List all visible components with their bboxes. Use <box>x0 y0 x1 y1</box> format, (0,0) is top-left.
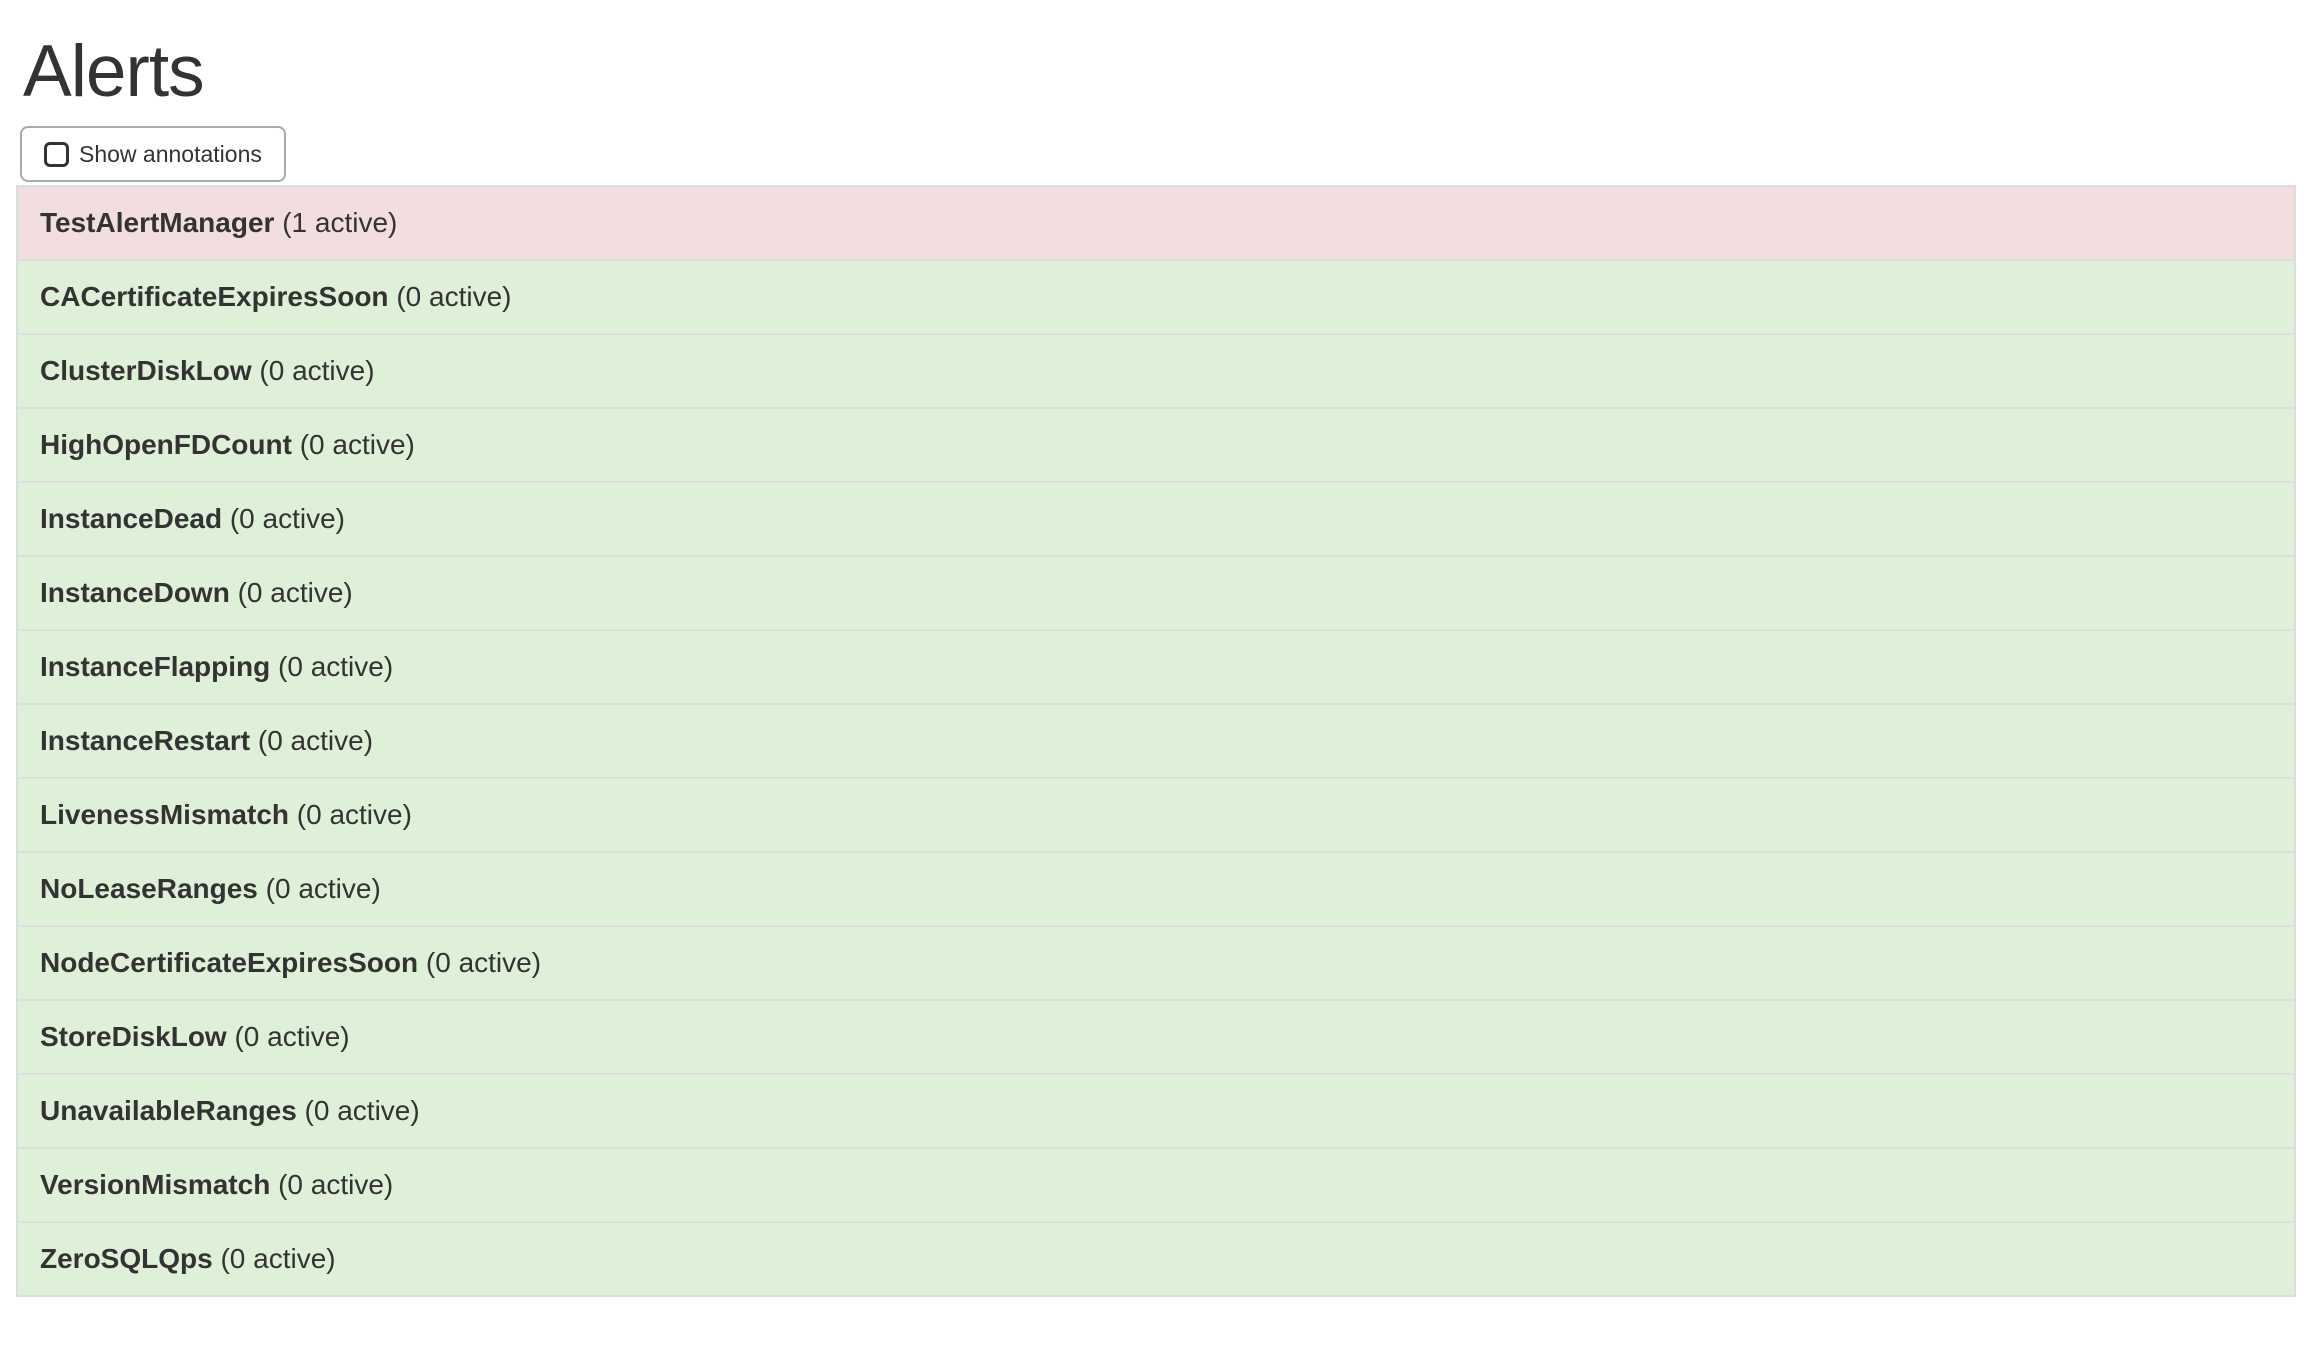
alert-name: StoreDiskLow <box>40 1021 227 1053</box>
alert-row[interactable]: StoreDiskLow (0 active) <box>17 999 2295 1076</box>
alert-row-cell[interactable]: HighOpenFDCount (0 active) <box>17 407 2295 484</box>
alert-row-cell[interactable]: NoLeaseRanges (0 active) <box>17 851 2295 928</box>
alert-active-count: (0 active) <box>270 1169 394 1201</box>
alert-row[interactable]: UnavailableRanges (0 active) <box>17 1073 2295 1150</box>
alert-name: NoLeaseRanges <box>40 873 258 905</box>
alert-active-count: (0 active) <box>222 503 346 535</box>
alert-row-cell[interactable]: TestAlertManager (1 active) <box>17 185 2295 262</box>
alert-row[interactable]: NodeCertificateExpiresSoon (0 active) <box>17 925 2295 1002</box>
alert-row-cell[interactable]: CACertificateExpiresSoon (0 active) <box>17 259 2295 336</box>
alert-row[interactable]: VersionMismatch (0 active) <box>17 1147 2295 1224</box>
alert-active-count: (1 active) <box>274 207 398 239</box>
alert-row[interactable]: TestAlertManager (1 active) <box>17 185 2295 262</box>
alert-active-count: (0 active) <box>229 577 353 609</box>
alert-active-count: (0 active) <box>388 281 512 313</box>
alert-name: NodeCertificateExpiresSoon <box>40 947 419 979</box>
alert-row[interactable]: ZeroSQLQps (0 active) <box>17 1221 2295 1298</box>
show-annotations-label: Show annotations <box>79 140 262 167</box>
alert-row[interactable]: HighOpenFDCount (0 active) <box>17 407 2295 484</box>
alert-row-cell[interactable]: UnavailableRanges (0 active) <box>17 1073 2295 1150</box>
alert-active-count: (0 active) <box>257 873 381 905</box>
alert-active-count: (0 active) <box>296 1095 420 1127</box>
alert-active-count: (0 active) <box>250 725 374 757</box>
alert-name: InstanceFlapping <box>40 651 271 683</box>
alert-active-count: (0 active) <box>226 1021 350 1053</box>
alert-row-cell[interactable]: NodeCertificateExpiresSoon (0 active) <box>17 925 2295 1002</box>
alert-active-count: (0 active) <box>270 651 394 683</box>
alert-row-cell[interactable]: ClusterDiskLow (0 active) <box>17 333 2295 410</box>
alert-row[interactable]: NoLeaseRanges (0 active) <box>17 851 2295 928</box>
page-title: Alerts <box>23 31 205 112</box>
alert-row[interactable]: InstanceDead (0 active) <box>17 481 2295 558</box>
alert-row-cell[interactable]: InstanceFlapping (0 active) <box>17 629 2295 706</box>
alert-active-count: (0 active) <box>289 799 412 831</box>
alert-name: UnavailableRanges <box>40 1095 297 1127</box>
alert-row-cell[interactable]: ZeroSQLQps (0 active) <box>17 1221 2295 1298</box>
alerts-table: TestAlertManager (1 active) CACertificate… <box>16 185 2296 1298</box>
alert-row[interactable]: InstanceRestart (0 active) <box>17 703 2295 780</box>
alert-name: VersionMismatch <box>40 1169 271 1201</box>
alerts-table-body: TestAlertManager (1 active) CACertificate… <box>17 185 2295 1298</box>
alert-row[interactable]: InstanceDown (0 active) <box>17 555 2295 632</box>
alert-active-count: (0 active) <box>212 1243 336 1275</box>
alert-row-cell[interactable]: InstanceDown (0 active) <box>17 555 2295 632</box>
alert-name: ClusterDiskLow <box>40 355 252 387</box>
alert-row-cell[interactable]: VersionMismatch (0 active) <box>17 1147 2295 1224</box>
alert-name: InstanceDown <box>40 577 230 609</box>
alert-name: InstanceDead <box>40 503 223 535</box>
alert-name: ZeroSQLQps <box>40 1243 213 1275</box>
show-annotations-toggle[interactable]: Show annotations <box>20 126 286 183</box>
alert-active-count: (0 active) <box>291 429 415 461</box>
show-annotations-checkbox-icon[interactable] <box>44 141 69 167</box>
alert-row-cell[interactable]: StoreDiskLow (0 active) <box>17 999 2295 1076</box>
alert-active-count: (0 active) <box>251 355 375 387</box>
alert-name: CACertificateExpiresSoon <box>40 281 389 313</box>
alert-name: InstanceRestart <box>40 725 251 757</box>
alert-active-count: (0 active) <box>418 947 542 979</box>
alert-row-cell[interactable]: LivenessMismatch (0 active) <box>17 777 2295 854</box>
alert-row[interactable]: InstanceFlapping (0 active) <box>17 629 2295 706</box>
alert-row[interactable]: ClusterDiskLow (0 active) <box>17 333 2295 410</box>
alert-row[interactable]: LivenessMismatch (0 active) <box>17 777 2295 854</box>
alerts-page: Alerts Show annotations TestAlertManager… <box>0 31 2312 1298</box>
alert-row[interactable]: CACertificateExpiresSoon (0 active) <box>17 259 2295 336</box>
alert-name: HighOpenFDCount <box>40 429 292 461</box>
alert-row-cell[interactable]: InstanceDead (0 active) <box>17 481 2295 558</box>
alert-name: LivenessMismatch <box>40 799 289 831</box>
alert-name: TestAlertManager <box>40 207 275 239</box>
alert-row-cell[interactable]: InstanceRestart (0 active) <box>17 703 2295 780</box>
